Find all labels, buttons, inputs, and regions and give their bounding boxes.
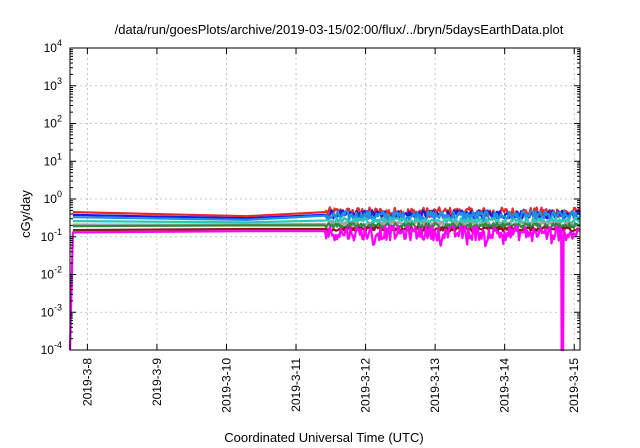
- y-tick-label: 100: [44, 189, 62, 206]
- series-line: [72, 222, 580, 230]
- y-tick-label: 10-4: [41, 340, 62, 357]
- x-tick-label: 2019-3-12: [359, 358, 373, 413]
- y-tick-label: 10-2: [41, 265, 62, 282]
- y-tick-label: 103: [44, 76, 62, 93]
- x-tick-label: 2019-3-13: [428, 358, 442, 413]
- y-tick-label: 10-3: [41, 302, 62, 319]
- x-axis-title: Coordinated Universal Time (UTC): [224, 430, 423, 445]
- series-line: [72, 216, 581, 225]
- series-line: [72, 210, 581, 223]
- x-tick-label: 2019-3-14: [498, 358, 512, 413]
- series-line: [68, 224, 581, 352]
- x-tick-label: 2019-3-11: [289, 358, 303, 412]
- y-tick-label: 101: [44, 151, 62, 168]
- x-tick-label: 2019-3-9: [150, 358, 164, 406]
- x-tick-label: 2019-3-10: [219, 358, 233, 413]
- x-tick-label: 2019-3-8: [80, 358, 94, 406]
- y-tick-label: 102: [44, 114, 62, 131]
- y-axis: 10-4 10-3 10-2 10-1 100 101 102 103 104: [41, 38, 580, 357]
- x-tick-label: 2019-3-15: [567, 358, 581, 413]
- series-layer: [68, 206, 582, 352]
- y-axis-title: cGy/day: [18, 190, 33, 238]
- chart-title: /data/run/goesPlots/archive/2019-03-15/0…: [115, 22, 564, 37]
- grid: [70, 48, 580, 350]
- y-tick-label: 104: [44, 38, 62, 55]
- x-axis: 2019-3-8 2019-3-9 2019-3-10 2019-3-11 2019-3…: [80, 48, 581, 413]
- y-tick-label: 10-1: [41, 227, 62, 244]
